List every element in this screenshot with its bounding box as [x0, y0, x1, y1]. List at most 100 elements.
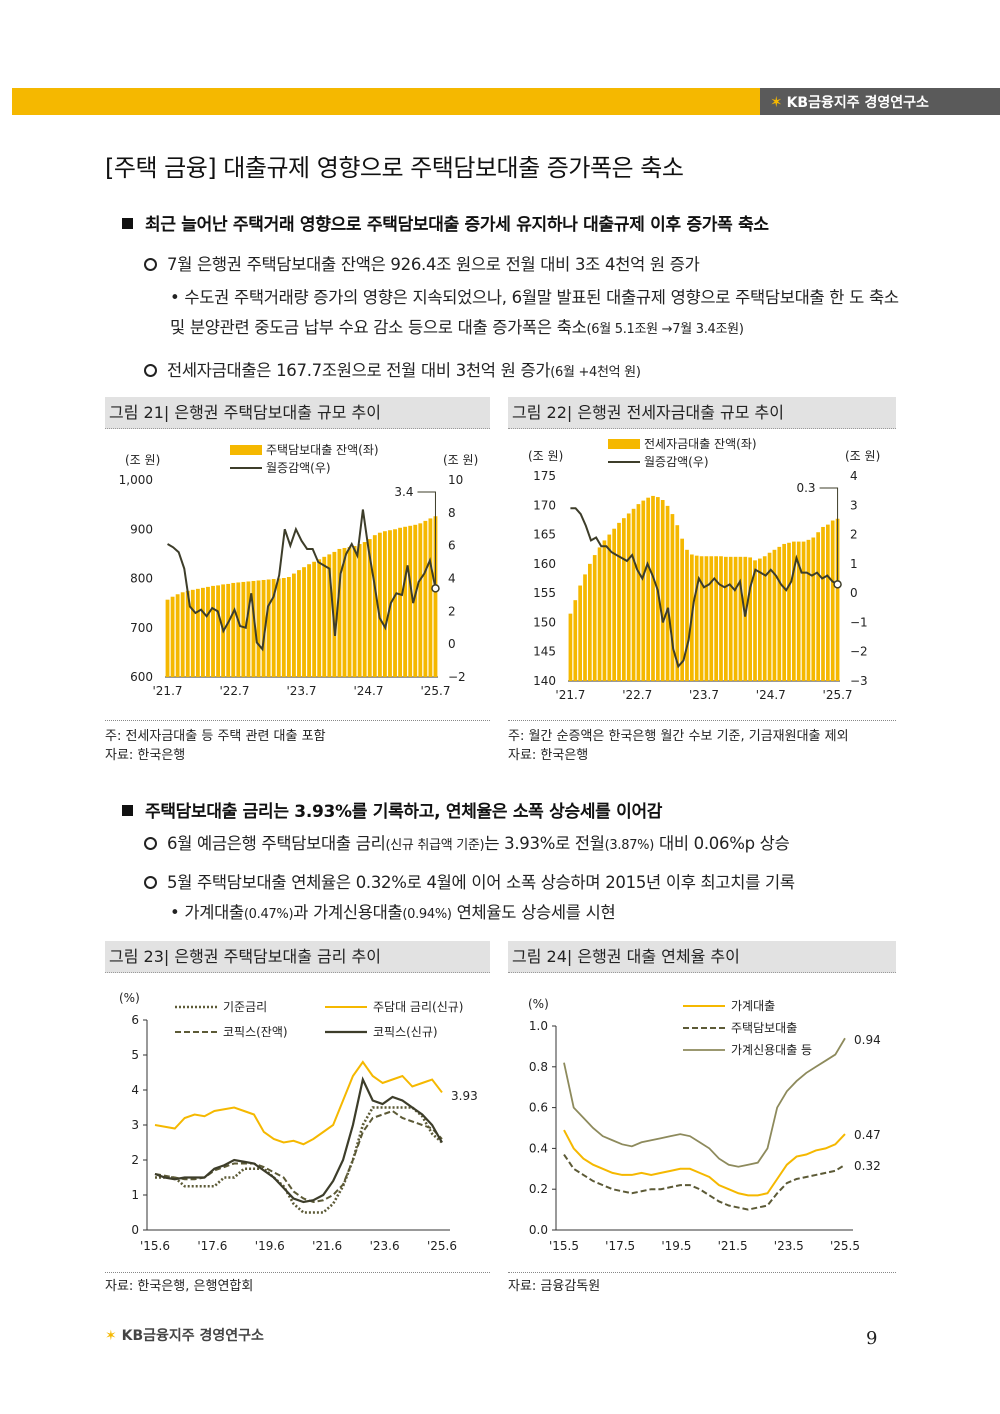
- y-right-tick-label: 6: [448, 539, 456, 553]
- x-tick-label: '25.5: [830, 1239, 860, 1253]
- fig21-title: 그림 21| 은행권 주택담보대출 규모 추이: [105, 397, 490, 429]
- y-left-tick-label: 700: [130, 621, 153, 635]
- section1-point1: 7월 은행권 주택담보대출 잔액은 926.4조 원으로 전월 대비 3조 4천…: [144, 251, 700, 275]
- legend-swatch-bar: [230, 445, 262, 455]
- bar: [297, 570, 301, 677]
- x-tick-label: '19.6: [255, 1239, 285, 1253]
- bar: [170, 596, 175, 677]
- bar: [241, 581, 246, 677]
- y-tick-label: 5: [131, 1048, 139, 1062]
- series-line: [167, 509, 437, 652]
- y-tick-label: 0.2: [529, 1182, 548, 1196]
- x-tick-label: '23.6: [370, 1239, 400, 1253]
- y-right-tick-label: −1: [850, 615, 868, 629]
- bar: [327, 554, 332, 677]
- bar: [312, 561, 317, 677]
- bar: [675, 525, 680, 681]
- y-left-axis-label: (조 원): [125, 453, 160, 467]
- bar: [738, 556, 743, 681]
- bar: [337, 548, 342, 677]
- bar: [403, 526, 408, 677]
- bar: [724, 556, 728, 681]
- bar: [787, 542, 791, 681]
- last-point-marker: [833, 580, 842, 589]
- y-tick-label: 1.0: [529, 1019, 548, 1033]
- kb-star-icon: ✶: [105, 1328, 117, 1344]
- kb-star-icon: ✶: [770, 92, 783, 111]
- y-left-tick-label: 140: [533, 674, 556, 688]
- bar: [631, 508, 636, 681]
- legend-label: 코픽스(잔액): [223, 1025, 288, 1039]
- bar: [767, 552, 772, 681]
- bar: [342, 547, 347, 677]
- legend-label: 월증감액(우): [266, 461, 331, 475]
- series-line: [563, 1037, 846, 1168]
- y-right-tick-label: −2: [850, 645, 868, 659]
- x-tick-label: '17.6: [197, 1239, 227, 1253]
- y-left-tick-label: 150: [533, 615, 556, 629]
- annotation-leader: [417, 491, 436, 585]
- y-axis-label: (%): [528, 997, 549, 1011]
- square-bullet-icon: [122, 805, 133, 816]
- bar: [670, 514, 675, 681]
- x-tick-label: '25.7: [420, 684, 450, 698]
- fig23-chart: 6 5 4 3 2 1 0 (%) '15.6 '17.6 '19.6 '21.6 '23.6 '25.6…: [119, 991, 478, 1253]
- bar: [276, 578, 281, 677]
- bar: [583, 574, 587, 681]
- bar: [428, 518, 433, 677]
- y-tick-label: 6: [131, 1013, 139, 1027]
- bar: [266, 579, 271, 677]
- bar: [256, 580, 261, 677]
- bar: [762, 556, 767, 681]
- bar: [728, 556, 733, 681]
- x-tick-label: '15.6: [140, 1239, 170, 1253]
- y-right-axis-label: (조 원): [845, 449, 880, 463]
- last-point-marker: [431, 584, 440, 593]
- bar: [704, 556, 709, 681]
- section1-bullet1: • 수도권 주택거래량 증가의 영향은 지속되었으나, 6월말 발표된 대출규제…: [170, 288, 899, 337]
- legend-label: 코픽스(신규): [373, 1025, 438, 1039]
- series-line: [563, 1153, 846, 1211]
- footer-brand: ✶ KB금융지주 경영연구소: [105, 1328, 264, 1344]
- x-tick-label: '23.5: [774, 1239, 804, 1253]
- annotation-label: 0.94: [854, 1033, 881, 1047]
- bar: [433, 516, 438, 677]
- x-tick-label: '25.7: [823, 688, 853, 702]
- bar: [733, 556, 738, 681]
- bar: [588, 563, 592, 681]
- bar: [352, 545, 357, 677]
- bar: [175, 594, 180, 677]
- circle-bullet-icon: [144, 876, 157, 889]
- bar: [646, 497, 650, 681]
- section2-point1: 6월 예금은행 주택담보대출 금리(신규 취급액 기준)는 3.93%로 전월(…: [144, 830, 790, 854]
- bar: [641, 500, 646, 681]
- x-tick-label: '21.6: [312, 1239, 342, 1253]
- bar: [362, 542, 367, 677]
- bar: [748, 557, 752, 681]
- y-tick-label: 3: [131, 1118, 139, 1132]
- y-tick-label: 1: [131, 1188, 139, 1202]
- bar: [830, 520, 835, 681]
- legend-label: 기준금리: [223, 1000, 267, 1014]
- y-tick-label: 0.4: [529, 1141, 548, 1155]
- bar: [246, 581, 251, 677]
- bar: [382, 531, 387, 677]
- bar: [714, 556, 718, 681]
- annotation-leader: [819, 487, 839, 581]
- y-right-tick-label: 10: [448, 473, 463, 487]
- y-right-tick-label: 4: [448, 572, 456, 586]
- header-brand-text: KB금융지주 경영연구소: [786, 94, 929, 111]
- bar: [792, 541, 796, 681]
- y-left-tick-label: 600: [130, 670, 153, 684]
- bar: [185, 590, 190, 677]
- fig23-note: 자료: 한국은행, 은행연합회: [105, 1279, 254, 1294]
- y-right-tick-label: −2: [448, 670, 466, 684]
- section2-heading: 주택담보대출 금리는 3.93%를 기록하고, 연체율은 소폭 상승세를 이어감: [122, 797, 662, 822]
- x-tick-label: '21.7: [555, 688, 585, 702]
- bar: [617, 522, 621, 681]
- section2-point2: 5월 주택담보대출 연체율은 0.32%로 4월에 이어 소폭 상승하며 201…: [144, 869, 795, 893]
- bar: [195, 588, 200, 677]
- series-line: [154, 1076, 443, 1204]
- bar: [200, 587, 205, 677]
- divider: [508, 1272, 896, 1273]
